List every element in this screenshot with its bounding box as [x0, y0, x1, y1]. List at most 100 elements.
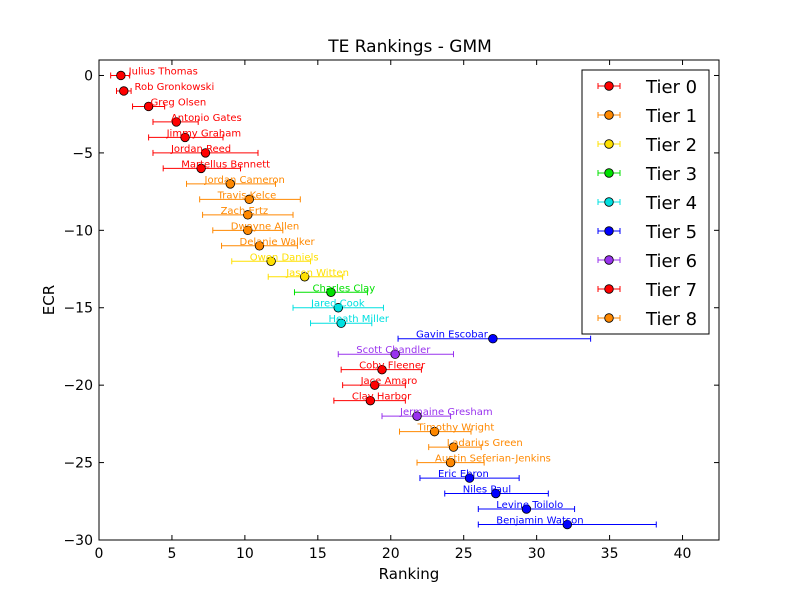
point-label: Eric Ebron — [438, 469, 489, 480]
x-tick-label: 5 — [167, 546, 176, 562]
error-bars — [110, 72, 657, 528]
legend-label: Tier 0 — [645, 77, 697, 98]
x-tick-label: 35 — [601, 546, 619, 562]
legend-entry: Tier 3 — [597, 164, 697, 185]
x-axis-ticks: 0 5 10 15 20 25 30 35 40 — [95, 60, 692, 562]
data-point — [464, 473, 475, 483]
data-point — [244, 194, 254, 205]
point-label: Timothy Wright — [417, 423, 495, 434]
legend-marker — [604, 139, 614, 149]
point-label: Greg Olsen — [151, 97, 207, 108]
data-point — [326, 287, 336, 297]
data-point — [266, 256, 276, 266]
y-axis-label: ECR — [40, 285, 58, 315]
legend-entry: Tier 7 — [597, 280, 697, 301]
x-tick-label: 15 — [309, 546, 327, 562]
y-tick-label: −25 — [63, 456, 93, 472]
y-tick-label: 0 — [84, 68, 93, 84]
legend-marker — [604, 81, 614, 91]
point-label: Niles Paul — [463, 485, 511, 496]
legend-label: Tier 4 — [645, 193, 697, 214]
legend-entry: Tier 1 — [597, 106, 697, 127]
data-point — [171, 117, 182, 127]
x-tick-label: 0 — [95, 546, 104, 562]
data-point — [200, 148, 211, 158]
y-tick-label: −20 — [63, 378, 93, 394]
legend-label: Tier 2 — [645, 135, 697, 156]
point-label: Charles Clay — [312, 283, 375, 294]
data-point — [562, 519, 572, 530]
x-axis-label: Ranking — [379, 565, 440, 583]
legend-entry: Tier 2 — [597, 135, 697, 156]
data-point — [143, 101, 154, 112]
y-axis-ticks: 0 −5 −10 −15 −20 −25 −30 — [63, 68, 719, 549]
data-point — [119, 86, 129, 96]
point-label: Antonio Gates — [171, 113, 242, 124]
y-tick-label: −10 — [63, 223, 93, 239]
point-label: Dwayne Allen — [231, 221, 299, 232]
point-label: Julius Thomas — [128, 66, 198, 77]
y-tick-label: −5 — [72, 146, 93, 162]
point-label: Austin Seferian-Jenkins — [435, 454, 551, 465]
legend-entry: Tier 8 — [597, 309, 697, 330]
x-tick-label: 40 — [674, 546, 692, 562]
data-point — [333, 303, 343, 313]
point-label: Ladarius Green — [447, 438, 523, 449]
data-point — [370, 380, 380, 390]
data-point — [116, 70, 126, 81]
point-label: Jace Amaro — [360, 376, 418, 387]
legend-entry: Tier 4 — [597, 193, 697, 214]
legend-label: Tier 6 — [645, 251, 697, 272]
x-tick-label: 20 — [382, 546, 400, 562]
legend-label: Tier 3 — [645, 164, 697, 185]
point-label: Jordan Cameron — [204, 175, 285, 186]
legend-entry: Tier 0 — [597, 77, 697, 98]
x-tick-label: 30 — [528, 546, 546, 562]
point-label: Scott Chandler — [356, 345, 431, 356]
y-tick-label: −15 — [63, 301, 93, 317]
data-point — [445, 457, 456, 468]
y-tick-label: −30 — [63, 533, 93, 549]
point-label: Benjamin Watson — [496, 516, 583, 527]
point-label: Jermaine Gresham — [399, 407, 493, 418]
x-tick-label: 25 — [455, 546, 473, 562]
data-point — [254, 241, 265, 251]
data-point — [377, 364, 387, 375]
legend-label: Tier 8 — [645, 309, 697, 330]
legend: Tier 0 Tier 1 Tier 2 Tier 3 Tier 4 Tier 5 Tier… — [581, 69, 710, 335]
legend-label: Tier 7 — [645, 280, 697, 301]
data-point — [412, 411, 422, 421]
point-labels: Julius Thomas Rob Gronkowski Greg Olsen Ant… — [128, 66, 584, 526]
data-point — [488, 334, 498, 344]
point-label: Gavin Escobar — [416, 330, 489, 341]
data-point — [196, 163, 206, 174]
point-label: Clay Harbor — [352, 392, 412, 403]
data-point — [243, 210, 253, 220]
legend-entry: Tier 5 — [597, 222, 697, 243]
point-label: Martellus Bennett — [181, 159, 270, 170]
data-point — [243, 225, 253, 236]
data-point — [448, 442, 459, 452]
x-tick-label: 10 — [236, 546, 254, 562]
point-label: Jordan Reed — [170, 144, 231, 155]
point-label: Jared Cook — [310, 299, 365, 310]
data-point — [491, 488, 501, 499]
data-point — [299, 272, 310, 282]
point-label: Rob Gronkowski — [135, 82, 215, 93]
plot-area-frame — [98, 59, 720, 541]
point-label: Travis Kelce — [217, 190, 277, 201]
data-point — [521, 504, 532, 514]
point-label: Levine Toilolo — [496, 500, 563, 511]
legend-marker — [604, 226, 614, 236]
legend-entry: Tier 6 — [597, 251, 697, 272]
legend-marker — [604, 110, 614, 120]
legend-marker — [604, 255, 614, 265]
legend-marker — [604, 313, 614, 323]
legend-label: Tier 1 — [645, 106, 697, 127]
point-label: Zach Ertz — [221, 206, 269, 217]
data-point — [336, 318, 346, 328]
legend-marker — [604, 284, 614, 294]
point-label: Delanie Walker — [240, 237, 316, 248]
data-point — [365, 395, 376, 406]
